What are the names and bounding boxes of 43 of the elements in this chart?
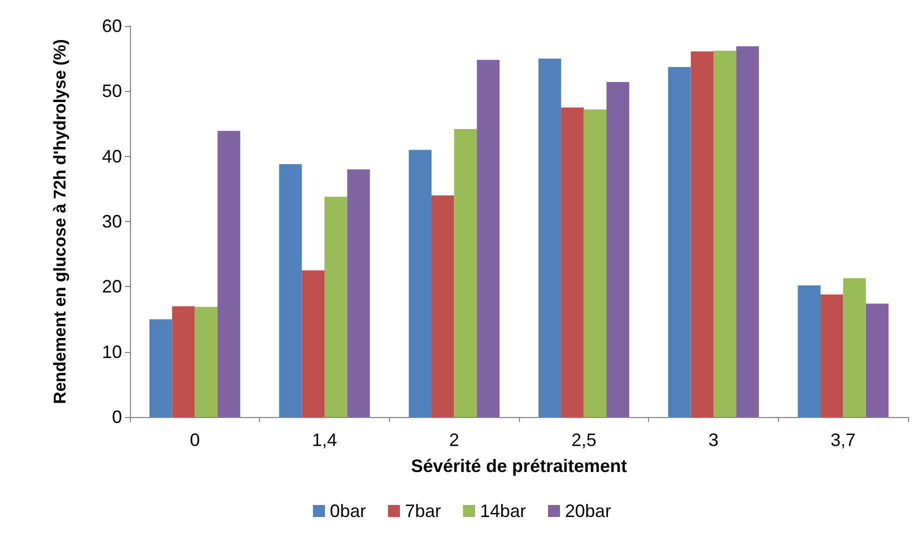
x-tick-label: 2 bbox=[449, 430, 460, 450]
x-tick-label: 2,5 bbox=[571, 430, 596, 450]
bar bbox=[476, 60, 500, 417]
bar bbox=[866, 304, 889, 417]
bar bbox=[843, 278, 866, 417]
y-tick-label: 0 bbox=[112, 407, 122, 427]
bar bbox=[561, 107, 584, 417]
bar bbox=[820, 294, 844, 417]
x-tick-label: 0 bbox=[190, 430, 200, 450]
bar bbox=[302, 270, 324, 417]
bar bbox=[538, 58, 562, 417]
bar bbox=[431, 195, 454, 417]
legend-label: 20bar bbox=[565, 501, 612, 521]
bar bbox=[454, 128, 477, 417]
bar bbox=[584, 109, 607, 417]
bar bbox=[408, 150, 432, 417]
legend-label: 14bar bbox=[480, 501, 526, 521]
x-tick-label: 3,7 bbox=[830, 430, 856, 450]
y-tick-label: 20 bbox=[102, 276, 122, 297]
bar bbox=[324, 196, 348, 417]
bar bbox=[194, 306, 218, 417]
bar bbox=[149, 319, 172, 417]
bar bbox=[714, 50, 736, 417]
x-axis-title: Sévérité de prétraitement bbox=[410, 456, 628, 476]
y-axis-title: Rendement en glucose à 72h d'hydrolyse (%) bbox=[50, 39, 70, 404]
bar bbox=[690, 51, 714, 417]
bar bbox=[798, 285, 820, 417]
y-tick-label: 30 bbox=[102, 212, 122, 232]
y-tick-label: 10 bbox=[102, 342, 122, 362]
y-tick-label: 40 bbox=[102, 146, 122, 166]
bar bbox=[606, 82, 630, 417]
legend-label: 7bar bbox=[404, 501, 441, 521]
bar bbox=[279, 164, 302, 417]
bar bbox=[218, 130, 240, 417]
y-tick-label: 60 bbox=[102, 16, 122, 36]
legend-label: 0bar bbox=[330, 501, 366, 521]
bar bbox=[347, 169, 370, 417]
bar bbox=[172, 306, 195, 417]
bar bbox=[668, 67, 691, 417]
y-tick-label: 50 bbox=[102, 81, 122, 102]
x-tick-label: 1,4 bbox=[312, 430, 338, 450]
x-tick-label: 3 bbox=[708, 430, 719, 450]
bar bbox=[736, 46, 759, 417]
